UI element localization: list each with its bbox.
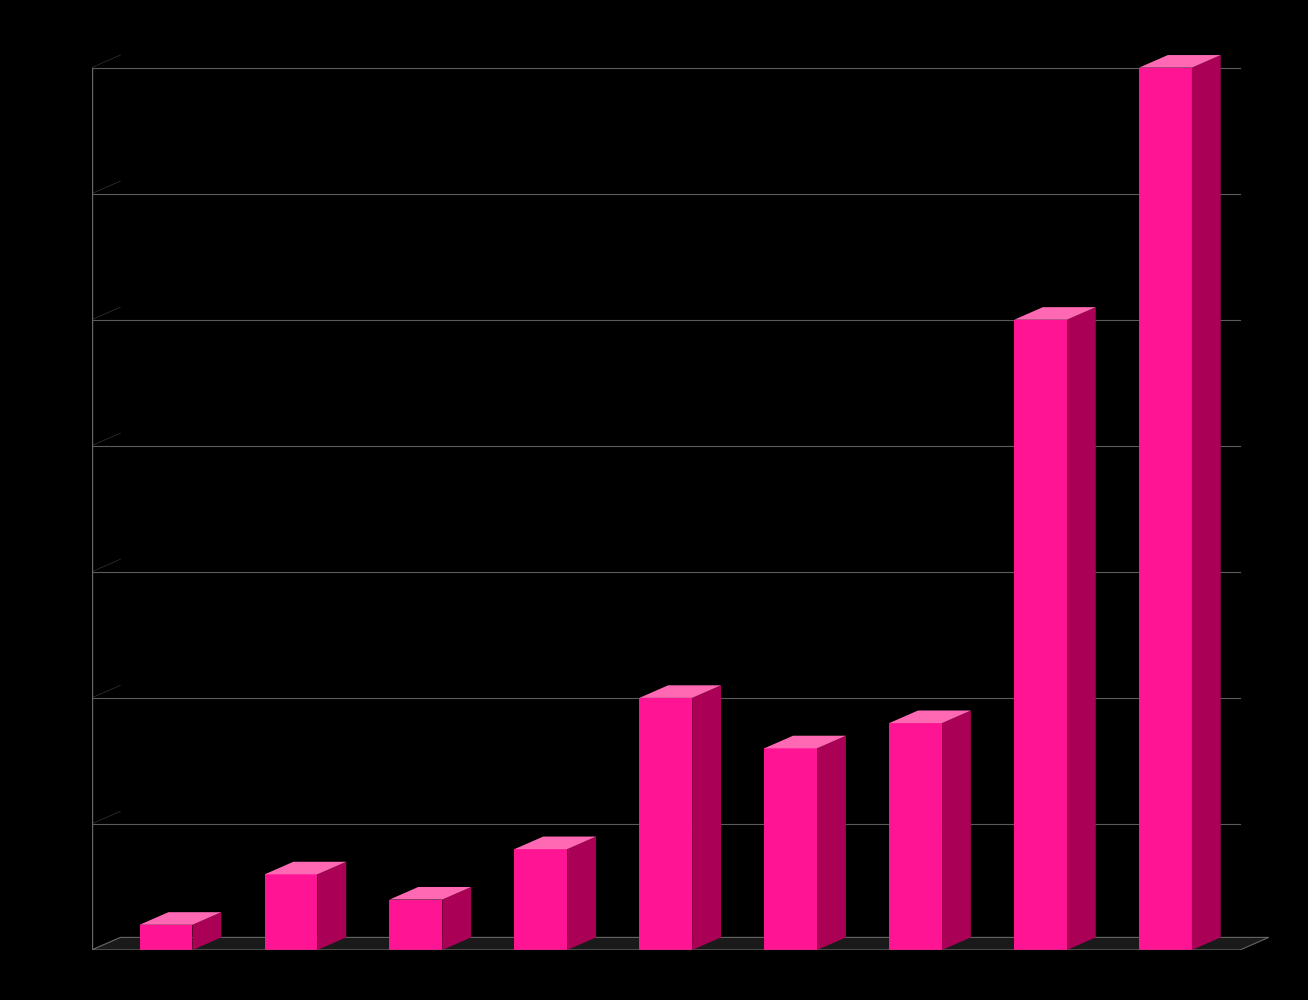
Polygon shape xyxy=(1139,68,1192,950)
Polygon shape xyxy=(640,685,721,698)
Polygon shape xyxy=(514,837,596,849)
Polygon shape xyxy=(92,937,1269,950)
Polygon shape xyxy=(764,736,846,748)
Polygon shape xyxy=(390,900,442,950)
Polygon shape xyxy=(514,849,568,950)
Polygon shape xyxy=(568,837,596,950)
Polygon shape xyxy=(390,887,471,900)
Polygon shape xyxy=(1067,307,1096,950)
Polygon shape xyxy=(140,912,221,925)
Polygon shape xyxy=(1014,307,1096,320)
Polygon shape xyxy=(1139,55,1220,68)
Polygon shape xyxy=(889,711,971,723)
Polygon shape xyxy=(764,748,818,950)
Polygon shape xyxy=(264,862,347,874)
Polygon shape xyxy=(1192,55,1220,950)
Polygon shape xyxy=(442,887,471,950)
Polygon shape xyxy=(318,862,347,950)
Polygon shape xyxy=(140,925,192,950)
Polygon shape xyxy=(942,711,971,950)
Polygon shape xyxy=(192,912,221,950)
Polygon shape xyxy=(889,723,942,950)
Polygon shape xyxy=(818,736,846,950)
Polygon shape xyxy=(692,685,721,950)
Polygon shape xyxy=(640,698,692,950)
Polygon shape xyxy=(1014,320,1067,950)
Polygon shape xyxy=(264,874,318,950)
